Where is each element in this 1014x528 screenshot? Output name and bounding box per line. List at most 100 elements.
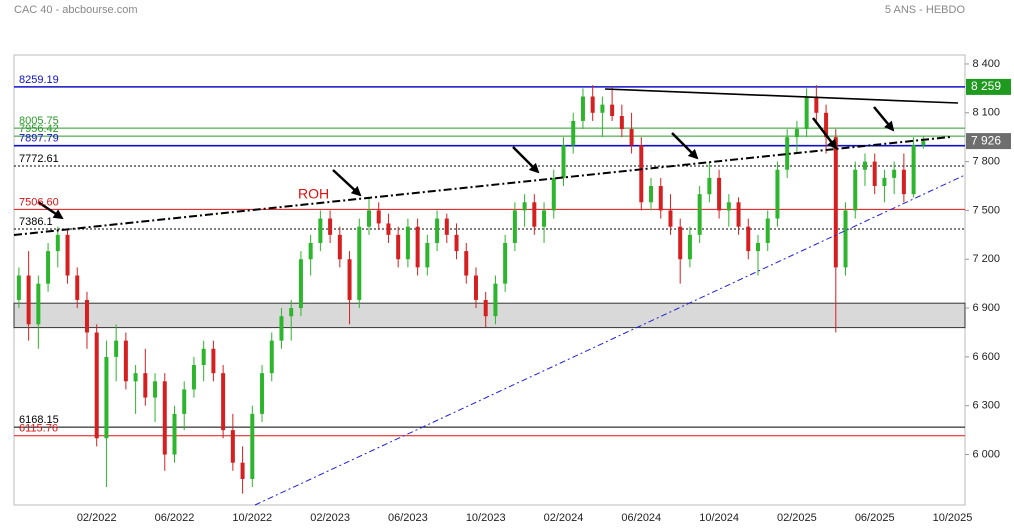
candle-body xyxy=(882,177,887,187)
candle-body xyxy=(289,308,294,317)
candle-body xyxy=(308,242,313,260)
candle-body xyxy=(707,177,712,195)
candle-body xyxy=(396,234,401,260)
candle-body xyxy=(833,137,838,268)
candle-body xyxy=(473,275,478,300)
candle-body xyxy=(240,462,245,479)
candle-body xyxy=(435,218,440,243)
candle-body xyxy=(211,348,216,374)
candle-body xyxy=(133,373,138,382)
candle-body xyxy=(425,242,430,268)
candle-body xyxy=(269,340,274,374)
level-label: 8005.75 xyxy=(19,115,59,127)
candle-body xyxy=(250,413,255,479)
candle-body xyxy=(94,332,99,439)
y-tick-label: 6 000 xyxy=(972,448,1000,460)
candle-body xyxy=(590,96,595,113)
candle-body xyxy=(756,242,760,252)
candle-body xyxy=(298,259,303,309)
candle-body xyxy=(55,234,60,252)
candle-body xyxy=(658,186,663,211)
candle-body xyxy=(736,202,741,227)
candle-body xyxy=(26,275,31,325)
candle-body xyxy=(483,299,488,317)
candle-body xyxy=(221,373,226,431)
candle-body xyxy=(765,218,770,243)
level-label: 7386.1 xyxy=(19,216,53,228)
zone xyxy=(13,302,966,329)
candle-body xyxy=(328,218,333,235)
candle-body xyxy=(814,96,819,113)
candle-body xyxy=(182,389,187,414)
candle-body xyxy=(775,169,780,219)
candle-body xyxy=(230,430,235,463)
arrow xyxy=(512,146,540,174)
candle-body xyxy=(901,169,906,195)
candle-body xyxy=(114,340,119,357)
candle-body xyxy=(872,161,877,187)
x-tick-label: 06/2025 xyxy=(855,512,895,524)
candle-body xyxy=(46,251,51,284)
candle-body xyxy=(337,234,342,260)
trendline xyxy=(13,136,951,236)
candle-body xyxy=(921,141,926,146)
candle-body xyxy=(75,275,80,300)
candle-body xyxy=(862,161,867,170)
candle-body xyxy=(629,129,634,146)
x-tick-label: 06/2022 xyxy=(155,512,195,524)
candle-body xyxy=(318,218,323,243)
level-label: 7897.79 xyxy=(19,133,59,145)
x-tick-label: 10/2022 xyxy=(232,512,272,524)
arrow xyxy=(873,106,895,132)
arrow xyxy=(332,169,362,197)
candle-body xyxy=(794,129,799,138)
y-tick-label: 8 400 xyxy=(972,58,1000,70)
arrow xyxy=(671,132,699,160)
y-tick-label: 6 900 xyxy=(972,302,1000,314)
candle-body xyxy=(454,234,459,252)
price-tag-label: 7 926 xyxy=(971,133,1001,147)
candle-body xyxy=(143,373,148,398)
candle-body xyxy=(415,226,420,268)
x-tick-label: 02/2022 xyxy=(77,512,117,524)
annotation: ROH xyxy=(298,186,329,202)
arrow xyxy=(37,200,64,220)
candle-body xyxy=(36,283,41,325)
y-tick-label: 7 200 xyxy=(972,253,1000,265)
candle-body xyxy=(785,137,790,170)
level-label: 7506.60 xyxy=(19,196,59,208)
candle-body xyxy=(911,145,916,195)
candle-body xyxy=(824,112,829,138)
candle-body xyxy=(65,234,70,276)
trendline xyxy=(254,174,966,506)
candle-body xyxy=(162,381,167,455)
candle-body xyxy=(153,381,158,398)
candle-body xyxy=(668,210,673,227)
y-tick-label: 8 100 xyxy=(972,107,1000,119)
candle-body xyxy=(16,275,21,300)
candle-body xyxy=(172,413,177,455)
candle-body xyxy=(610,104,615,117)
x-tick-label: 10/2025 xyxy=(933,512,973,524)
candle-body xyxy=(522,202,527,211)
candle-body xyxy=(376,210,381,224)
y-tick-label: 7 800 xyxy=(972,156,1000,168)
chart-title: CAC 40 - abcbourse.com xyxy=(14,4,138,16)
level-label: 8259.19 xyxy=(19,74,59,86)
candle-body xyxy=(571,120,576,146)
candle-body xyxy=(561,145,566,178)
candle-body xyxy=(405,226,410,260)
y-tick-label: 7 500 xyxy=(972,204,1000,216)
candle-body xyxy=(843,210,848,268)
plot-frame xyxy=(13,54,966,506)
candle-body xyxy=(493,283,498,317)
candle-body xyxy=(512,210,517,243)
x-tick-label: 02/2024 xyxy=(544,512,584,524)
candle-body xyxy=(123,340,128,382)
candle-body xyxy=(580,96,585,121)
x-tick-label: 10/2024 xyxy=(699,512,739,524)
level-label: 6168.15 xyxy=(19,414,59,426)
candle-body xyxy=(444,218,449,235)
x-tick-label: 06/2023 xyxy=(388,512,428,524)
price-tag xyxy=(966,78,1011,95)
